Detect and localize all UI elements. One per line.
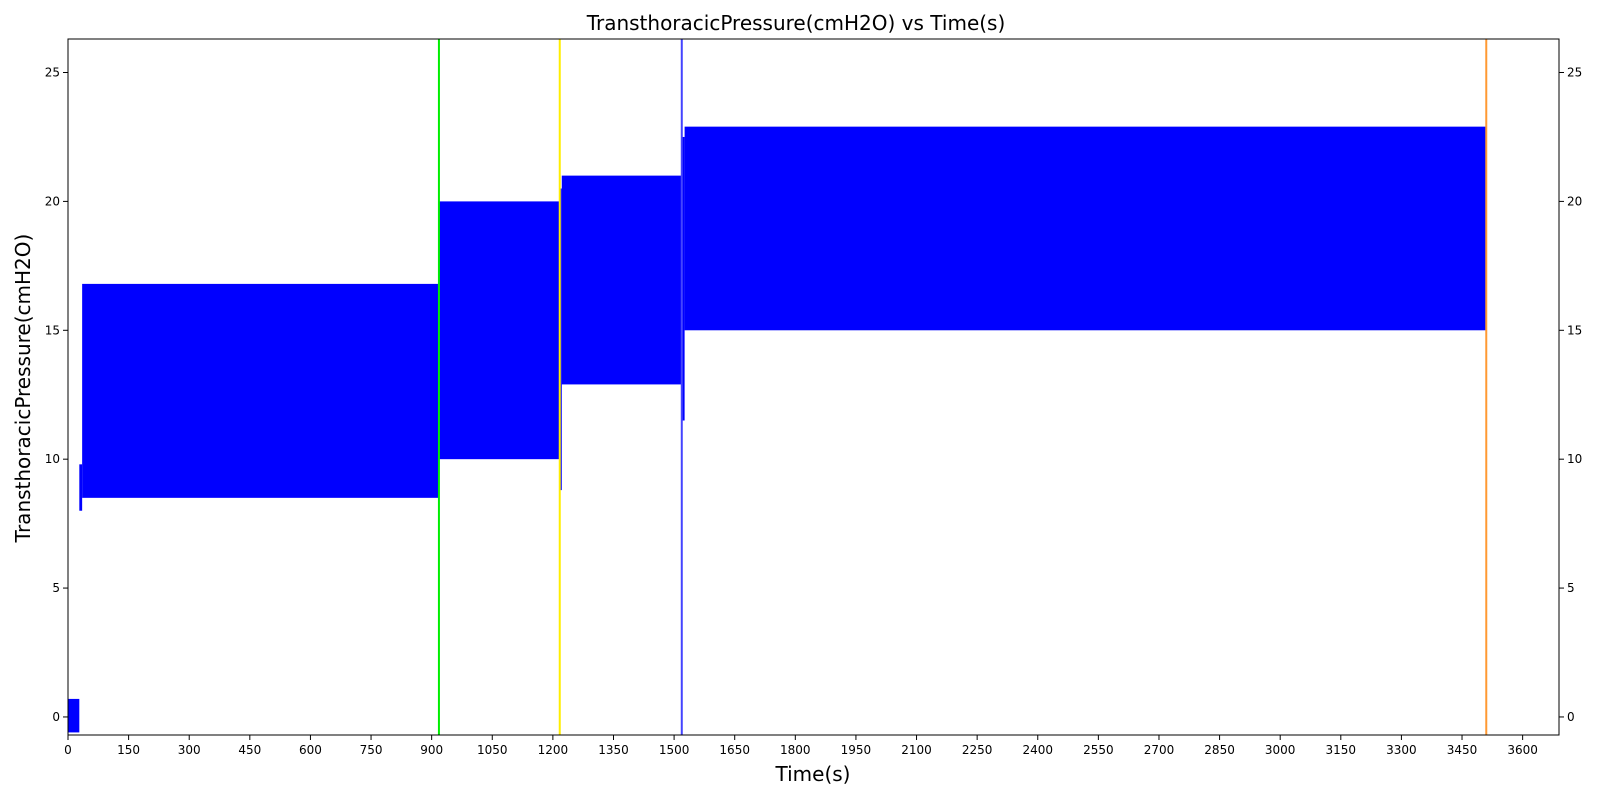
x-tick-label: 1350 bbox=[598, 743, 629, 757]
y-axis-ticks: 0 0 5 5 10 10 15 15 20 20 25 25 bbox=[45, 66, 1583, 724]
data-band-0 bbox=[68, 698, 80, 733]
x-tick-label: 750 bbox=[360, 743, 383, 757]
x-tick-label: 3450 bbox=[1447, 743, 1478, 757]
data-band-7 bbox=[684, 126, 1487, 331]
x-tick-label: 0 bbox=[64, 743, 72, 757]
x-tick-label: 1650 bbox=[719, 743, 750, 757]
y-tick-label-right: 5 bbox=[1567, 581, 1575, 595]
x-tick-label: 150 bbox=[117, 743, 140, 757]
y-tick-label-right: 20 bbox=[1567, 194, 1582, 208]
x-tick-label: 3600 bbox=[1507, 743, 1538, 757]
x-tick-label: 3000 bbox=[1265, 743, 1296, 757]
x-tick-label: 3300 bbox=[1386, 743, 1417, 757]
data-band-5 bbox=[561, 175, 682, 385]
y-tick-label-left: 10 bbox=[45, 452, 60, 466]
event-lines bbox=[437, 39, 1488, 735]
plot-frame bbox=[67, 38, 1560, 736]
x-tick-label: 600 bbox=[299, 743, 322, 757]
x-tick-label: 2400 bbox=[1022, 743, 1053, 757]
x-tick-label: 2550 bbox=[1083, 743, 1114, 757]
x-tick-label: 1050 bbox=[477, 743, 508, 757]
y-tick-label-right: 25 bbox=[1567, 66, 1582, 80]
y-tick-label-left: 0 bbox=[52, 710, 60, 724]
data-band-1 bbox=[79, 464, 83, 511]
y-tick-label-left: 15 bbox=[45, 323, 60, 337]
data-band-3 bbox=[438, 201, 560, 460]
x-tick-label: 3150 bbox=[1326, 743, 1357, 757]
chart-title: TransthoracicPressure(cmH2O) vs Time(s) bbox=[586, 11, 1006, 35]
y-tick-label-left: 5 bbox=[52, 581, 60, 595]
y-tick-label-right: 15 bbox=[1567, 323, 1582, 337]
x-axis-title: Time(s) bbox=[775, 762, 851, 786]
x-tick-label: 2250 bbox=[962, 743, 993, 757]
x-tick-label: 1950 bbox=[841, 743, 872, 757]
x-tick-label: 2850 bbox=[1204, 743, 1235, 757]
y-axis-title: TransthoracicPressure(cmH2O) bbox=[11, 234, 35, 544]
x-tick-label: 900 bbox=[420, 743, 443, 757]
x-tick-label: 2100 bbox=[901, 743, 932, 757]
y-tick-label-left: 25 bbox=[45, 66, 60, 80]
x-tick-label: 2700 bbox=[1144, 743, 1175, 757]
x-tick-label: 1200 bbox=[538, 743, 569, 757]
y-tick-label-right: 0 bbox=[1567, 710, 1575, 724]
data-band-2 bbox=[82, 283, 439, 498]
data-band-6 bbox=[681, 136, 685, 421]
x-tick-label: 1500 bbox=[659, 743, 690, 757]
x-tick-label: 450 bbox=[238, 743, 261, 757]
y-tick-label-right: 10 bbox=[1567, 452, 1582, 466]
x-tick-label: 300 bbox=[178, 743, 201, 757]
x-tick-label: 1800 bbox=[780, 743, 811, 757]
x-axis-ticks: 0 150 300 450 600 750 900 1050 1200 1350 1500 1650 1… bbox=[64, 735, 1538, 757]
data-bands bbox=[68, 126, 1487, 733]
y-tick-label-left: 20 bbox=[45, 194, 60, 208]
data-band-4 bbox=[559, 188, 562, 491]
